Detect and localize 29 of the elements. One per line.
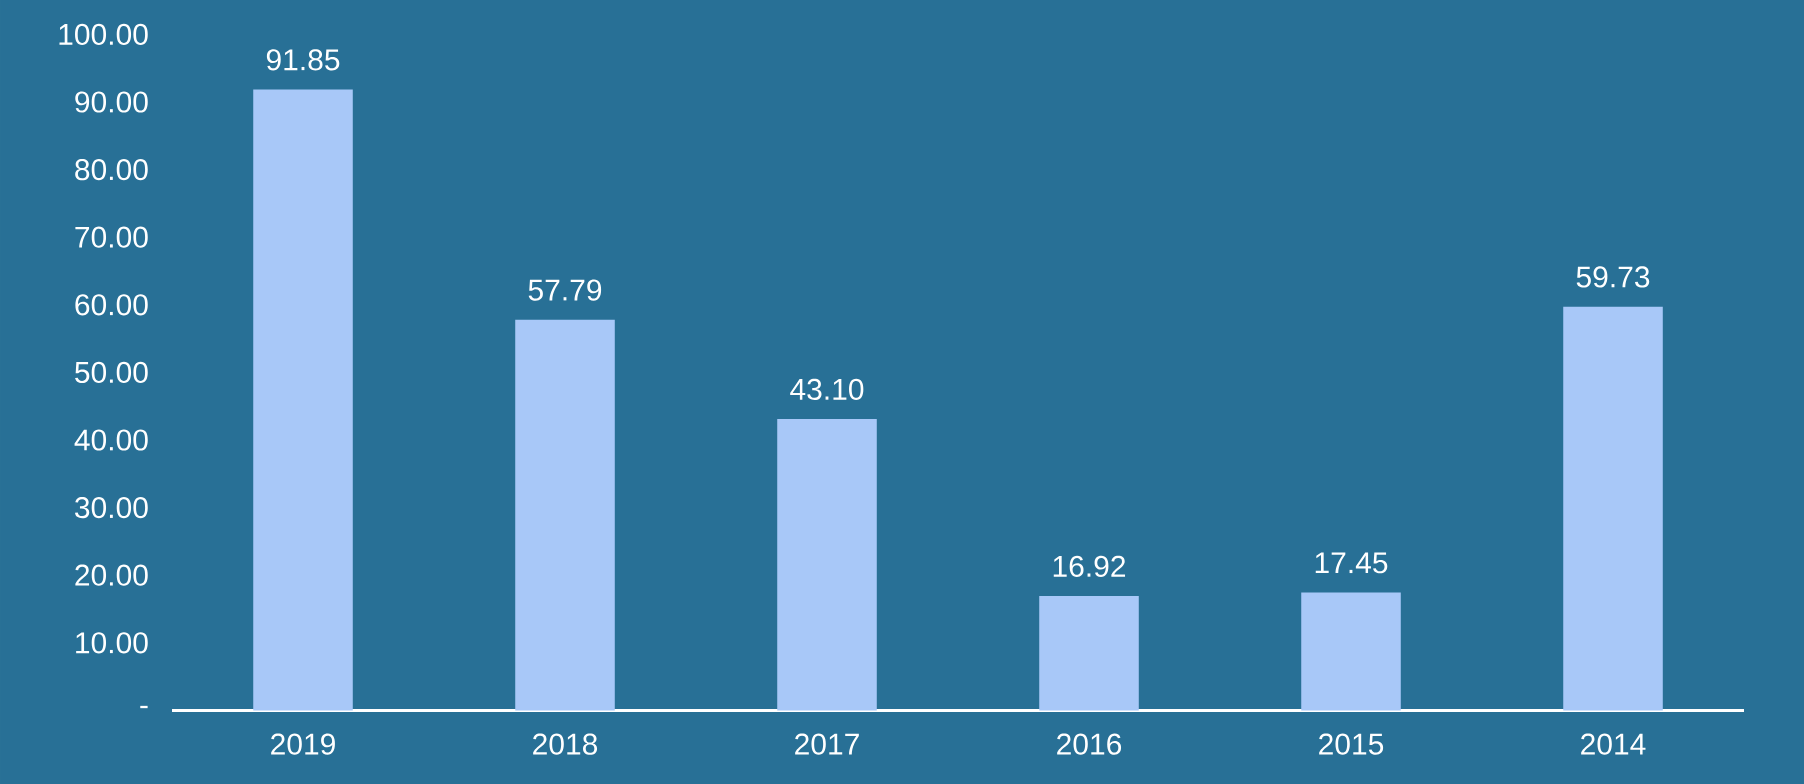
y-tick-label: -: [140, 705, 148, 709]
y-tick-label: 40.00: [74, 429, 148, 451]
data-label: 43.10: [790, 378, 864, 400]
data-label: 59.73: [1576, 266, 1650, 288]
x-tick-label: 2018: [533, 733, 598, 755]
data-label: 91.85: [266, 49, 340, 71]
data-label: 16.92: [1053, 555, 1126, 577]
bar: [1039, 596, 1139, 711]
x-tick-label: 2017: [795, 733, 859, 755]
y-tick-label: 60.00: [75, 294, 148, 316]
y-tick-label: 50.00: [75, 361, 148, 384]
y-tick-label: 100.00: [59, 23, 148, 46]
x-tick-label: 2019: [271, 733, 335, 755]
x-tick-label: 2014: [1581, 733, 1646, 755]
data-label: 57.79: [528, 279, 602, 301]
bar: [777, 419, 877, 711]
bar: [1301, 592, 1401, 711]
y-tick-label: 20.00: [75, 564, 148, 586]
bar: [253, 89, 353, 711]
y-tick-label: 80.00: [75, 158, 148, 181]
x-tick-label: 2016: [1057, 733, 1122, 755]
y-tick-label: 70.00: [75, 226, 148, 248]
bar: [1563, 306, 1663, 711]
x-tick-label: 2015: [1319, 733, 1384, 755]
data-label: 17.45: [1315, 552, 1388, 574]
y-tick-label: 90.00: [75, 91, 148, 113]
y-tick-label: 30.00: [75, 496, 148, 519]
y-tick-label: 10.00: [76, 632, 148, 654]
bar: [515, 319, 615, 711]
